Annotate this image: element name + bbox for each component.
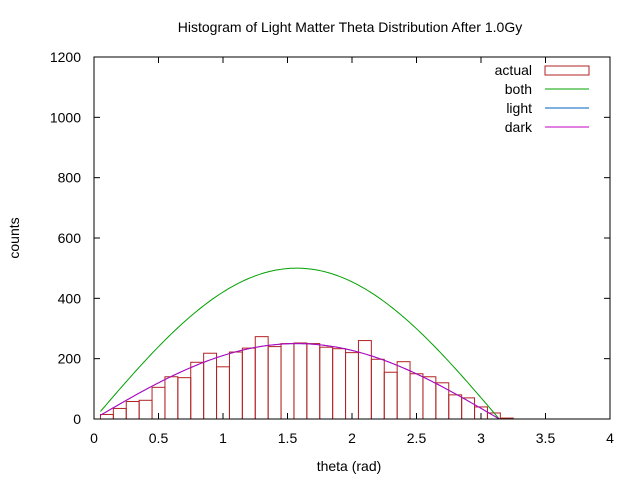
histogram-bar	[280, 343, 295, 420]
y-axis: 0 200 400 600 800 1000 1200	[50, 49, 610, 427]
plot-frame	[93, 56, 611, 420]
histogram-bar	[332, 348, 347, 420]
x-tick-label: 2	[348, 430, 356, 446]
curve-dark	[100, 343, 507, 420]
x-axis-label: theta (rad)	[317, 458, 382, 474]
y-tick-label: 600	[58, 230, 82, 246]
histogram-bar	[435, 382, 450, 420]
histogram-bar	[306, 343, 321, 420]
histogram-bar	[448, 394, 463, 420]
histogram-bar	[241, 347, 256, 420]
y-tick-label: 200	[58, 351, 82, 367]
histogram-bar	[112, 407, 127, 420]
histogram-bar	[125, 401, 140, 420]
y-tick-label: 800	[58, 170, 82, 186]
histogram-bar	[370, 358, 385, 420]
legend-swatch-actual	[544, 65, 590, 76]
histogram-bar	[228, 351, 243, 420]
histogram-bar	[99, 413, 114, 420]
x-tick-label: 4	[606, 430, 614, 446]
chart-title: Histogram of Light Matter Theta Distribu…	[178, 19, 522, 35]
y-tick-label: 1200	[50, 49, 81, 65]
legend: actual both light dark	[495, 62, 590, 135]
histogram-bar	[409, 373, 424, 420]
legend-label-dark: dark	[505, 119, 533, 135]
histogram-bar	[422, 376, 437, 420]
histogram-bar	[190, 361, 205, 420]
y-tick-label: 1000	[50, 109, 81, 125]
curve-both	[100, 267, 507, 420]
histogram-bar	[203, 352, 218, 420]
histogram-bar	[267, 346, 282, 420]
legend-label-light: light	[506, 100, 532, 116]
legend-label-both: both	[505, 81, 532, 97]
histogram-bar	[293, 342, 308, 420]
y-axis-label: counts	[6, 217, 22, 258]
x-tick-label: 1	[219, 430, 227, 446]
legend-label-actual: actual	[495, 62, 532, 78]
histogram-bar	[319, 346, 334, 420]
x-tick-label: 1.5	[278, 430, 298, 446]
histogram-bar	[383, 371, 398, 420]
histogram-bar	[254, 336, 269, 420]
histogram-bar	[138, 399, 153, 420]
histogram-bar	[177, 377, 192, 420]
y-tick-label: 400	[58, 290, 82, 306]
x-tick-label: 2.5	[407, 430, 427, 446]
histogram-bar	[345, 352, 359, 420]
histogram-bar	[216, 366, 230, 420]
x-tick-label: 0.5	[149, 430, 169, 446]
plot-area	[99, 267, 514, 420]
histogram-bar	[164, 376, 179, 420]
x-axis: 0 0.5 1 1.5 2 2.5 3 3.5 4	[90, 57, 614, 446]
x-tick-label: 0	[90, 430, 98, 446]
x-tick-label: 3	[477, 430, 485, 446]
x-tick-label: 3.5	[536, 430, 556, 446]
y-tick-label: 0	[73, 411, 81, 427]
